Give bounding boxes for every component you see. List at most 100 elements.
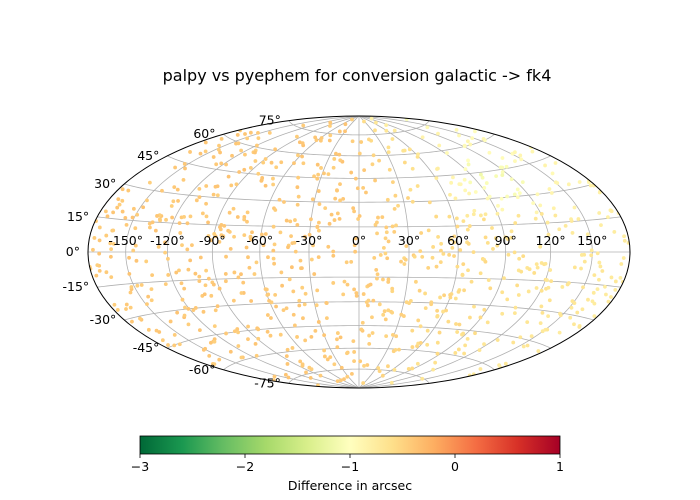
data-point xyxy=(618,275,623,280)
data-point xyxy=(391,349,396,354)
colorbar: −3 −2 −1 0 1 Difference in arcsec xyxy=(131,435,564,493)
data-point xyxy=(168,319,173,324)
data-point xyxy=(434,214,439,219)
data-point xyxy=(217,286,222,291)
data-point xyxy=(231,298,236,303)
data-point xyxy=(539,212,544,216)
data-point xyxy=(111,210,116,215)
data-point xyxy=(272,242,277,247)
data-point xyxy=(338,182,342,187)
data-point xyxy=(372,255,377,260)
data-point xyxy=(473,190,478,194)
data-point xyxy=(477,348,482,353)
data-point xyxy=(462,351,467,356)
data-point xyxy=(392,229,397,234)
data-point xyxy=(425,328,430,333)
data-point xyxy=(299,266,304,270)
data-point xyxy=(223,279,228,284)
data-point xyxy=(338,158,343,163)
data-point xyxy=(295,335,299,339)
data-point xyxy=(318,373,323,378)
data-point xyxy=(327,221,332,226)
data-point xyxy=(546,285,551,290)
data-point xyxy=(97,238,102,243)
data-point xyxy=(155,214,159,218)
data-point xyxy=(455,224,460,229)
data-point xyxy=(172,185,177,190)
data-point xyxy=(176,199,180,203)
data-point xyxy=(178,231,183,235)
data-point xyxy=(499,196,504,201)
data-point xyxy=(236,275,241,280)
data-point xyxy=(439,248,443,253)
data-point xyxy=(375,276,379,281)
data-point xyxy=(350,139,355,144)
lon-tick-label: 0° xyxy=(352,233,366,248)
data-point xyxy=(599,223,603,228)
data-point xyxy=(538,321,543,325)
lat-tick-label: 0° xyxy=(66,244,80,259)
data-point xyxy=(331,253,336,258)
data-point xyxy=(490,226,494,230)
data-point xyxy=(410,366,415,371)
colorbar-ticks: −3 −2 −1 0 1 xyxy=(131,454,564,474)
data-point xyxy=(597,211,602,215)
data-point xyxy=(248,234,253,239)
data-point xyxy=(468,315,472,320)
data-point xyxy=(239,291,244,295)
data-point xyxy=(534,286,539,290)
data-point xyxy=(285,347,290,352)
data-point xyxy=(303,291,308,296)
data-point xyxy=(383,251,388,256)
data-point xyxy=(120,198,125,203)
data-point xyxy=(261,160,266,165)
data-point xyxy=(97,269,102,273)
data-point xyxy=(515,283,520,288)
data-point xyxy=(335,188,339,193)
data-point xyxy=(572,205,577,210)
data-point xyxy=(436,131,440,136)
data-point xyxy=(569,217,573,222)
data-point xyxy=(609,295,613,299)
data-point xyxy=(213,308,218,313)
data-point xyxy=(314,303,319,308)
data-point xyxy=(311,243,315,248)
data-point xyxy=(386,145,391,150)
data-point xyxy=(215,304,220,309)
data-point xyxy=(367,137,371,142)
data-point xyxy=(287,277,292,282)
data-point xyxy=(357,214,362,218)
data-point xyxy=(370,162,375,167)
data-point xyxy=(186,306,191,311)
data-point xyxy=(392,128,397,133)
data-point xyxy=(249,299,254,303)
data-point xyxy=(426,265,431,270)
data-point xyxy=(172,333,177,337)
data-point xyxy=(392,206,397,211)
data-point xyxy=(224,162,228,167)
data-point xyxy=(435,308,440,313)
data-point xyxy=(183,305,187,310)
data-point xyxy=(582,259,587,264)
data-point xyxy=(256,327,261,332)
data-point xyxy=(581,285,585,290)
data-point xyxy=(307,232,312,237)
data-point xyxy=(478,213,483,218)
data-point xyxy=(383,317,388,322)
lat-tick-label: 45° xyxy=(137,148,159,163)
data-point xyxy=(384,128,389,133)
data-point xyxy=(384,123,389,127)
data-point xyxy=(293,249,298,254)
data-point xyxy=(412,254,417,259)
data-point xyxy=(163,250,168,255)
lat-tick-label: 15° xyxy=(67,209,89,224)
data-point xyxy=(597,277,601,282)
data-point xyxy=(256,130,260,135)
data-point xyxy=(488,286,493,291)
data-point xyxy=(406,196,410,200)
data-point xyxy=(328,120,333,125)
data-point xyxy=(351,339,356,344)
data-point xyxy=(145,302,149,307)
data-point xyxy=(105,214,110,219)
data-point xyxy=(198,255,203,260)
